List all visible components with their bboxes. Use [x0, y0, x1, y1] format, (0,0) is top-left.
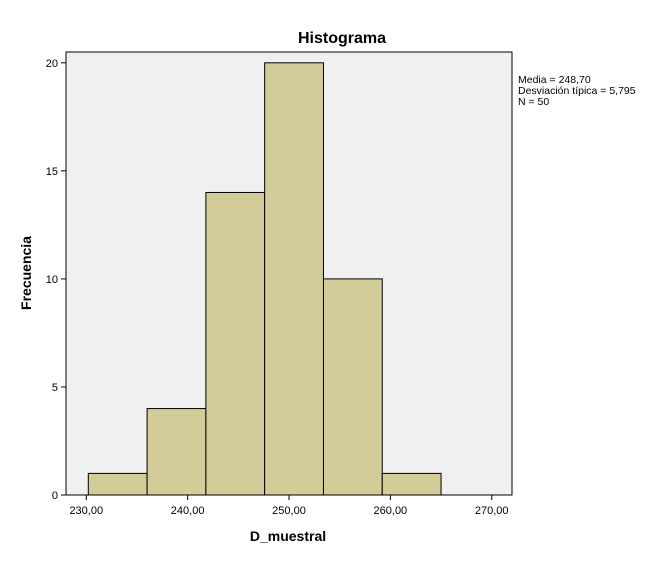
x-tick-label: 250,00	[272, 505, 306, 517]
histogram-bar-3	[264, 62, 324, 496]
y-tick-label: 0	[52, 490, 58, 502]
x-tick-label: 240,00	[171, 505, 205, 517]
y-tick-label: 15	[46, 166, 58, 178]
bars-group	[87, 62, 442, 496]
stats-n: N = 50	[518, 96, 549, 108]
y-axis-title: Frecuencia	[18, 236, 34, 310]
chart-title: Histograma	[298, 30, 386, 47]
stats-mean: Media = 248,70	[518, 74, 591, 86]
histogram-bar-4	[322, 278, 383, 496]
y-axis-ticks: 0 5 10 15 20	[46, 58, 66, 502]
histogram-bar-0	[87, 472, 148, 496]
y-tick-label: 5	[52, 382, 58, 394]
x-axis-ticks: 230,00 240,00 250,00 260,00 270,00	[69, 495, 509, 517]
stats-legend: Media = 248,70 Desviación típica = 5,795…	[518, 74, 636, 108]
y-tick-label: 10	[46, 274, 58, 286]
histogram-bar-2	[205, 191, 266, 496]
y-tick-label: 20	[46, 58, 58, 70]
stats-std: Desviación típica = 5,795	[518, 85, 636, 97]
x-tick-label: 260,00	[374, 505, 408, 517]
histogram-bar-5	[381, 472, 442, 496]
histogram-bar-1	[146, 408, 207, 496]
x-tick-label: 230,00	[69, 505, 103, 517]
x-tick-label: 270,00	[475, 505, 509, 517]
x-axis-title: D_muestral	[250, 528, 326, 544]
